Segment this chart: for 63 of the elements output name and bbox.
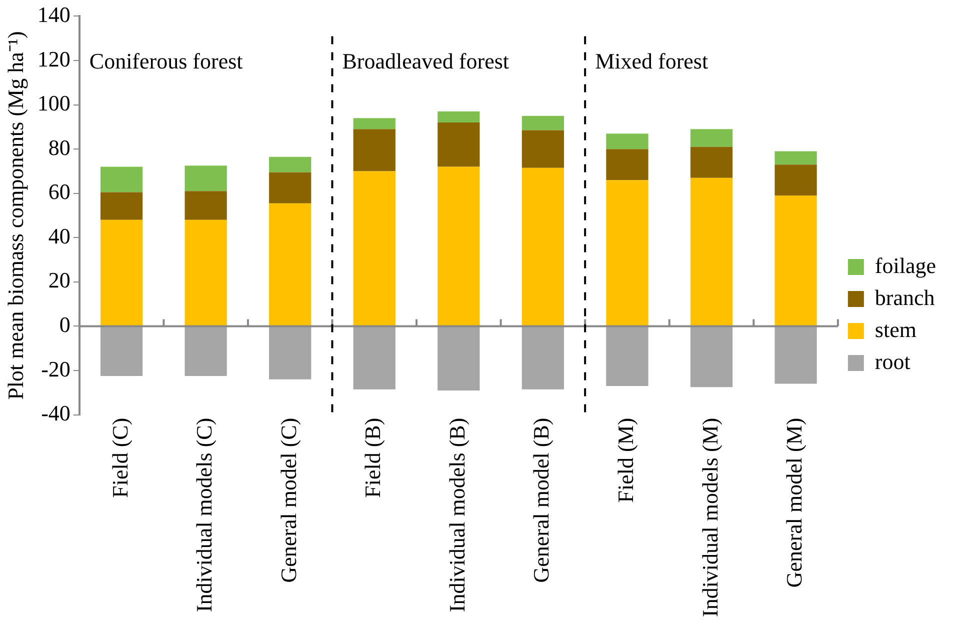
y-tick-label: 100 bbox=[37, 90, 70, 116]
y-tick-label: 80 bbox=[48, 134, 70, 160]
bar bbox=[690, 326, 733, 388]
bar bbox=[184, 166, 227, 192]
y-tick-label: -40 bbox=[41, 400, 70, 426]
x-tick-label: Field (B) bbox=[360, 418, 386, 498]
y-tick-label: 120 bbox=[37, 46, 70, 72]
x-tick-label: Individual models (M) bbox=[697, 418, 722, 618]
x-tick-label: Individual models (B) bbox=[444, 418, 470, 612]
x-tick-label: General model (B) bbox=[528, 418, 554, 583]
y-tick-label: -20 bbox=[41, 356, 70, 382]
legend-label: root bbox=[874, 348, 910, 374]
annotation: Mixed forest bbox=[595, 48, 708, 74]
bar bbox=[100, 326, 143, 376]
bar bbox=[606, 180, 648, 326]
legend-label: foilage bbox=[874, 252, 936, 278]
bar bbox=[269, 326, 312, 380]
bar bbox=[353, 171, 396, 326]
annotation: Coniferous forest bbox=[89, 48, 243, 74]
bar bbox=[438, 326, 480, 390]
bar bbox=[522, 130, 564, 168]
bar bbox=[353, 118, 396, 130]
bar bbox=[606, 326, 648, 386]
bar bbox=[774, 151, 817, 165]
bar bbox=[606, 134, 648, 150]
legend-label: stem bbox=[874, 316, 916, 342]
bar bbox=[184, 220, 227, 326]
legend-label: branch bbox=[874, 284, 935, 310]
bar bbox=[774, 326, 817, 384]
bar bbox=[269, 156, 312, 172]
y-tick-label: 20 bbox=[48, 268, 70, 293]
bar bbox=[353, 326, 396, 390]
x-tick-label: General model (C) bbox=[276, 418, 301, 583]
bar bbox=[269, 203, 312, 326]
bar bbox=[690, 146, 733, 178]
bar bbox=[690, 129, 733, 147]
annotation: Broadleaved forest bbox=[342, 48, 510, 74]
x-tick-label: Field (C) bbox=[107, 418, 132, 498]
bar bbox=[269, 172, 312, 204]
bar bbox=[522, 326, 564, 390]
x-tick-label: General model (M) bbox=[782, 418, 807, 588]
bar bbox=[100, 166, 143, 192]
y-tick-label: 140 bbox=[37, 2, 70, 27]
bar bbox=[100, 192, 143, 220]
bar bbox=[100, 220, 143, 326]
bar bbox=[522, 168, 564, 326]
bar bbox=[438, 122, 480, 167]
bar bbox=[522, 116, 564, 130]
bar bbox=[690, 178, 733, 326]
x-tick-label: Field (M) bbox=[613, 418, 638, 503]
y-tick-label: 0 bbox=[59, 312, 70, 338]
bar bbox=[438, 166, 480, 326]
y-tick-label: 40 bbox=[48, 223, 70, 248]
bar bbox=[774, 196, 817, 326]
bar bbox=[438, 111, 480, 122]
bar bbox=[353, 129, 396, 172]
bar bbox=[184, 326, 227, 376]
bar bbox=[774, 164, 817, 196]
y-tick-label: 60 bbox=[48, 179, 70, 204]
y-axis-title: Plot mean biomass components (Mg ha⁻¹) bbox=[2, 31, 28, 400]
bar bbox=[184, 191, 227, 220]
bar bbox=[606, 149, 648, 180]
x-tick-label: Individual models (C) bbox=[192, 418, 217, 612]
